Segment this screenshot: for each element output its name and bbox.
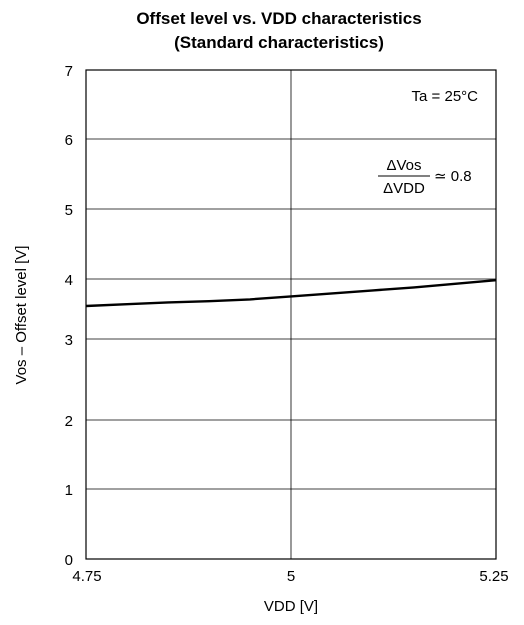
y-tick-label: 0 xyxy=(65,552,73,569)
x-tick-labels: 4.75 5 5.25 xyxy=(72,568,508,585)
series-line xyxy=(85,279,497,308)
ratio-numerator: ΔVos xyxy=(386,157,421,174)
y-tick-label: 6 xyxy=(65,132,73,149)
chart-subtitle: (Standard characteristics) xyxy=(174,33,384,52)
y-axis-label: Vos – Offset level [V] xyxy=(13,246,30,385)
plot-frame xyxy=(85,69,497,560)
ratio-denominator: ΔVDD xyxy=(383,180,425,197)
y-tick-label: 5 xyxy=(65,202,73,219)
y-tick-labels: 0 1 2 3 4 5 6 7 xyxy=(65,63,73,569)
y-tick-label: 4 xyxy=(65,272,73,289)
x-tick-label: 5.25 xyxy=(479,568,508,585)
x-tick-label: 5 xyxy=(287,568,295,585)
grid-lines xyxy=(86,70,496,559)
y-tick-label: 1 xyxy=(65,482,73,499)
x-axis-label: VDD [V] xyxy=(264,598,318,615)
temperature-annotation: Ta = 25°C xyxy=(412,88,479,105)
y-tick-label: 3 xyxy=(65,332,73,349)
ratio-value: ≃ 0.8 xyxy=(434,168,472,185)
y-tick-label: 7 xyxy=(65,63,73,80)
chart-title: Offset level vs. VDD characteristics xyxy=(136,9,421,28)
y-tick-label: 2 xyxy=(65,413,73,430)
series-group xyxy=(85,279,497,308)
x-tick-label: 4.75 xyxy=(72,568,101,585)
